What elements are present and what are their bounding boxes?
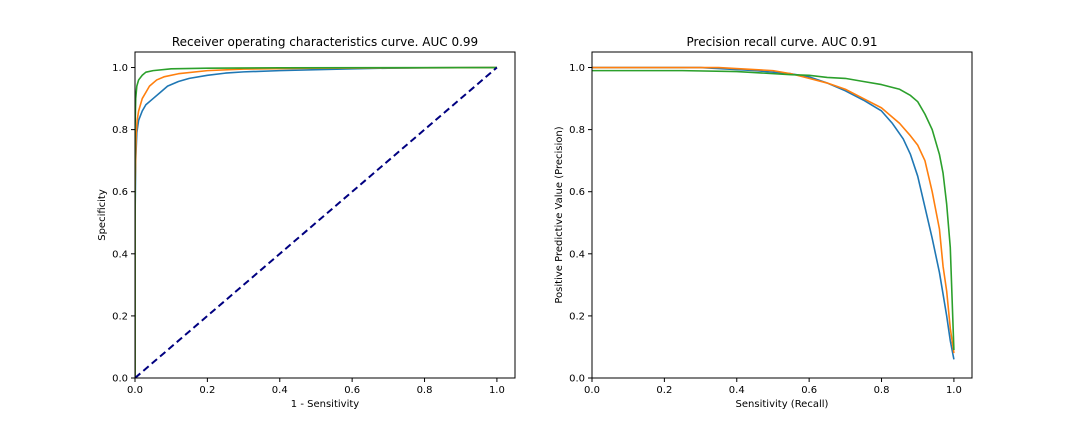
roc-plot-frame bbox=[134, 51, 516, 379]
roc-x-tick-label: 0.2 bbox=[199, 385, 215, 396]
roc-series-line-2 bbox=[135, 66, 497, 378]
pr-x-tick-label: 0.8 bbox=[874, 385, 890, 396]
roc-y-tick-label: 0.8 bbox=[112, 125, 128, 136]
pr-x-tick-label: 0.0 bbox=[584, 385, 600, 396]
pr-x-tick-label: 0.2 bbox=[656, 385, 672, 396]
pr-series-line-1 bbox=[592, 66, 955, 360]
roc-y-tick-label: 0.6 bbox=[112, 187, 128, 198]
pr-y-axis-label: Positive Predictive Value (Precision) bbox=[554, 126, 565, 303]
roc-y-tick-label: 1.0 bbox=[112, 63, 128, 74]
roc-y-tick-label: 0.2 bbox=[112, 311, 128, 322]
pr-x-tick-label: 0.4 bbox=[729, 385, 745, 396]
pr-series-group bbox=[592, 66, 955, 360]
roc-chart: 0.0 0.2 0.4 0.6 0.8 1.0 0.0 0.2 0.4 0.6 0.8 1.0 Rece… bbox=[97, 35, 516, 410]
pr-y-tick-label: 0.4 bbox=[569, 249, 585, 260]
roc-x-tick-label: 0.4 bbox=[272, 385, 288, 396]
pr-x-tick-label: 0.6 bbox=[801, 385, 817, 396]
roc-chance-line bbox=[135, 66, 498, 378]
precision-recall-chart: 0.0 0.2 0.4 0.6 0.8 1.0 0.0 0.2 0.4 0.6 0.8 1.0 Prec… bbox=[554, 35, 973, 410]
pr-x-axis-label: Sensitivity (Recall) bbox=[736, 399, 829, 410]
roc-x-tick-label: 0.0 bbox=[127, 385, 143, 396]
pr-chart-title: Precision recall curve. AUC 0.91 bbox=[687, 35, 878, 49]
pr-y-tick-label: 0.6 bbox=[569, 187, 585, 198]
roc-series-line-3 bbox=[135, 66, 497, 378]
roc-x-tick-label: 0.6 bbox=[344, 385, 360, 396]
roc-x-tick-label: 1.0 bbox=[489, 385, 505, 396]
roc-y-tick-label: 0.4 bbox=[112, 249, 128, 260]
roc-x-tick-label: 0.8 bbox=[417, 385, 433, 396]
roc-series-group bbox=[135, 66, 498, 378]
roc-chart-title: Receiver operating characteristics curve… bbox=[172, 35, 478, 49]
roc-series-line-1 bbox=[135, 66, 497, 378]
roc-y-axis-label: Specificity bbox=[97, 189, 108, 241]
pr-y-tick-label: 0.0 bbox=[569, 374, 585, 385]
pr-series-line-3 bbox=[592, 69, 955, 351]
pr-y-tick-label: 0.8 bbox=[569, 125, 585, 136]
pr-plot-frame bbox=[591, 51, 973, 379]
roc-x-axis-label: 1 - Sensitivity bbox=[291, 399, 359, 410]
pr-x-tick-label: 1.0 bbox=[946, 385, 962, 396]
pr-series-line-2 bbox=[592, 66, 955, 354]
roc-y-tick-label: 0.0 bbox=[112, 374, 128, 385]
pr-y-tick-label: 1.0 bbox=[569, 63, 585, 74]
pr-y-tick-label: 0.2 bbox=[569, 311, 585, 322]
